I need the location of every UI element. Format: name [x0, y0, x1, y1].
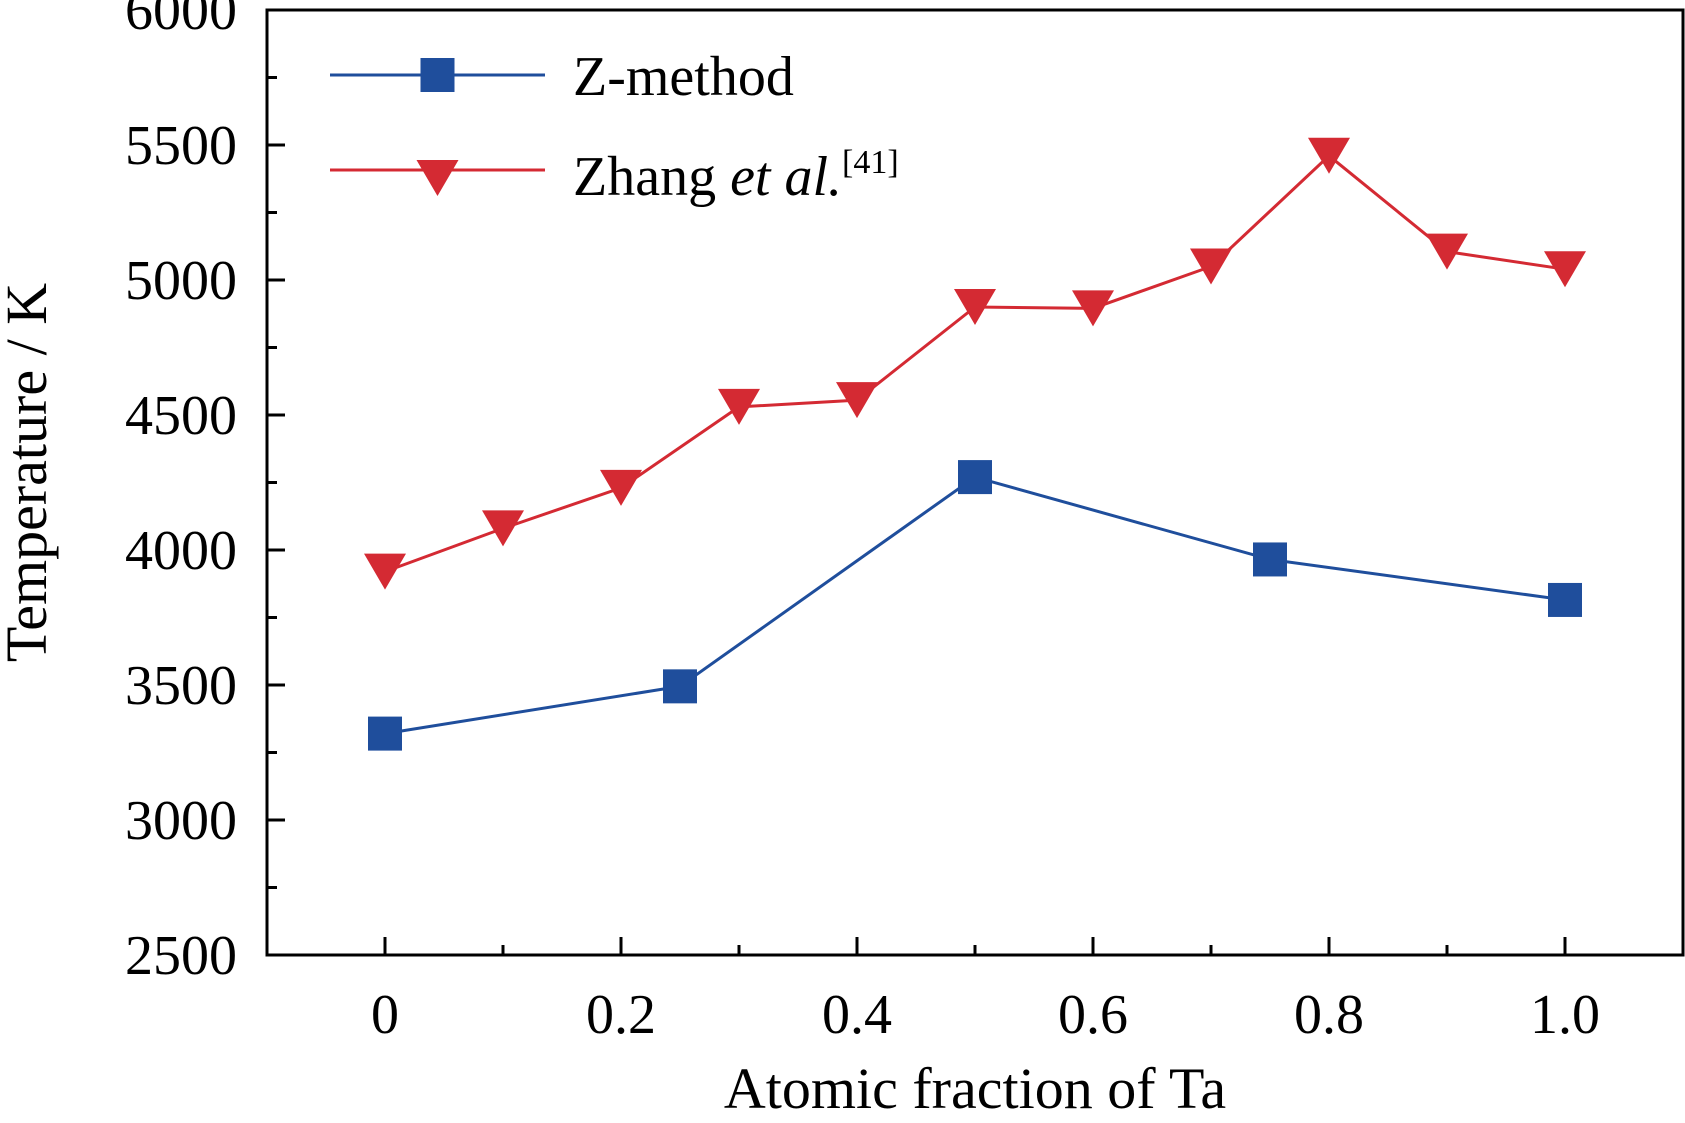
- data-point: [1253, 542, 1287, 577]
- legend-label-z-method: Z-method: [573, 46, 794, 108]
- legend-label-zhang-main: Zhang: [573, 146, 730, 208]
- y-tick-label: 6000: [125, 0, 237, 42]
- legend-marker-triangle: [416, 160, 459, 196]
- x-tick-label: 0.4: [822, 984, 892, 1046]
- data-point: [600, 469, 642, 506]
- data-point: [954, 289, 996, 325]
- x-axis-title: Atomic fraction of Ta: [724, 1056, 1226, 1121]
- x-tick-label: 1.0: [1530, 984, 1600, 1046]
- legend: Z-method Zhang et al.[41]: [330, 46, 899, 208]
- x-tick-label: 0.6: [1058, 984, 1128, 1046]
- axis-ticks: 0 0.2 0.4 0.6 0.8 1.0 2500 3000 3500 4000 4500 5000…: [125, 0, 1600, 1046]
- legend-label-zhang: Zhang et al.[41]: [573, 144, 899, 208]
- data-point: [1544, 251, 1586, 288]
- legend-marker-square: [420, 58, 455, 92]
- data-point: [958, 460, 992, 495]
- x-tick-label: 0: [371, 984, 399, 1046]
- y-tick-label: 5000: [125, 250, 237, 312]
- data-point: [1548, 582, 1582, 617]
- y-tick-label: 5500: [125, 115, 237, 177]
- series-line: [384, 475, 1566, 736]
- series-line: [384, 153, 1566, 574]
- data-point: [663, 669, 697, 704]
- legend-label-zhang-italic: et al.: [730, 146, 842, 208]
- series-0: [368, 460, 1582, 751]
- y-axis-title: Temperature / K: [0, 283, 59, 662]
- series-1: [364, 137, 1586, 590]
- data-point: [1190, 248, 1232, 285]
- legend-label-zhang-sup: [41]: [842, 144, 899, 181]
- data-point: [1072, 290, 1114, 327]
- data-point: [364, 553, 406, 590]
- x-tick-label: 0.2: [586, 984, 656, 1046]
- y-tick-label: 4000: [125, 520, 237, 582]
- data-point: [482, 510, 524, 547]
- data-point: [718, 388, 760, 425]
- series-group: [364, 137, 1586, 751]
- y-tick-label: 3500: [125, 655, 237, 717]
- data-point: [368, 716, 402, 751]
- data-point: [1308, 137, 1350, 174]
- y-tick-label: 4500: [125, 385, 237, 447]
- y-tick-label: 3000: [125, 790, 237, 852]
- data-point: [1426, 233, 1468, 270]
- y-tick-label: 2500: [125, 925, 237, 987]
- data-point: [836, 382, 878, 419]
- x-tick-label: 0.8: [1294, 984, 1364, 1046]
